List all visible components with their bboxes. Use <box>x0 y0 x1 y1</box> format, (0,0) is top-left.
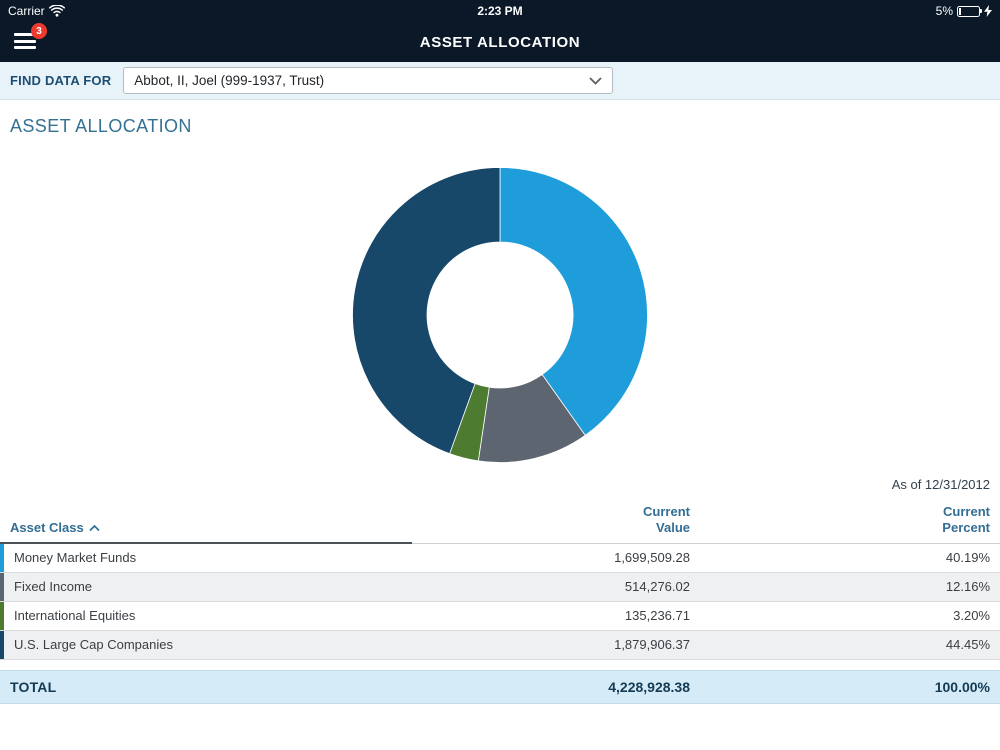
status-bar: Carrier 2:23 PM 5% <box>0 0 1000 22</box>
asset-class-header-label: Asset Class <box>10 520 84 536</box>
notification-badge: 3 <box>31 23 47 39</box>
current-percent-header: Current Percent <box>690 504 990 537</box>
chart-area <box>0 167 1000 463</box>
current-percent-cell: 40.19% <box>690 550 990 565</box>
total-label: TOTAL <box>10 679 410 695</box>
navigation-bar: 3 ASSET ALLOCATION <box>0 22 1000 62</box>
total-row: TOTAL 4,228,928.38 100.00% <box>0 670 1000 704</box>
asset-class-cell: Money Market Funds <box>0 550 410 565</box>
account-select-dropdown[interactable]: Abbot, II, Joel (999-1937, Trust) <box>123 67 613 94</box>
section-heading: ASSET ALLOCATION <box>10 116 1000 137</box>
current-value-cell: 135,236.71 <box>410 608 690 623</box>
table-header: Asset Class Current Value Current Percen… <box>0 498 1000 544</box>
current-value-cell: 1,879,906.37 <box>410 637 690 652</box>
current-percent-cell: 12.16% <box>690 579 990 594</box>
battery-icon <box>957 6 980 17</box>
sort-ascending-icon <box>89 525 100 532</box>
total-current-value: 4,228,928.38 <box>410 679 690 695</box>
find-data-bar: FIND DATA FOR Abbot, II, Joel (999-1937,… <box>0 62 1000 100</box>
current-value-cell: 514,276.02 <box>410 579 690 594</box>
asset-class-cell: U.S. Large Cap Companies <box>0 637 410 652</box>
donut-chart <box>352 167 648 463</box>
charging-bolt-icon <box>984 5 992 17</box>
find-data-label: FIND DATA FOR <box>10 73 111 88</box>
clock: 2:23 PM <box>0 4 1000 18</box>
hamburger-menu-button[interactable]: 3 <box>14 33 40 53</box>
asset-class-cell: Fixed Income <box>0 579 410 594</box>
as-of-date: As of 12/31/2012 <box>0 477 1000 492</box>
total-current-percent: 100.00% <box>690 679 990 695</box>
current-percent-cell: 44.45% <box>690 637 990 652</box>
account-selected-value: Abbot, II, Joel (999-1937, Trust) <box>134 73 589 88</box>
table-row: U.S. Large Cap Companies1,879,906.3744.4… <box>0 631 1000 660</box>
row-color-bar <box>0 573 4 601</box>
chevron-down-icon <box>589 77 602 85</box>
current-value-cell: 1,699,509.28 <box>410 550 690 565</box>
current-value-header: Current Value <box>410 504 690 537</box>
asset-class-cell: International Equities <box>0 608 410 623</box>
table-row: Money Market Funds1,699,509.2840.19% <box>0 544 1000 573</box>
table-body: Money Market Funds1,699,509.2840.19%Fixe… <box>0 544 1000 660</box>
current-percent-cell: 3.20% <box>690 608 990 623</box>
table-row: International Equities135,236.713.20% <box>0 602 1000 631</box>
battery-percent-label: 5% <box>936 4 953 18</box>
table-row: Fixed Income514,276.0212.16% <box>0 573 1000 602</box>
row-color-bar <box>0 544 4 572</box>
top-bar: Carrier 2:23 PM 5% 3 ASSET ALLOCATION <box>0 0 1000 62</box>
asset-class-header[interactable]: Asset Class <box>10 520 410 536</box>
row-color-bar <box>0 631 4 659</box>
page-title: ASSET ALLOCATION <box>420 34 580 51</box>
row-color-bar <box>0 602 4 630</box>
